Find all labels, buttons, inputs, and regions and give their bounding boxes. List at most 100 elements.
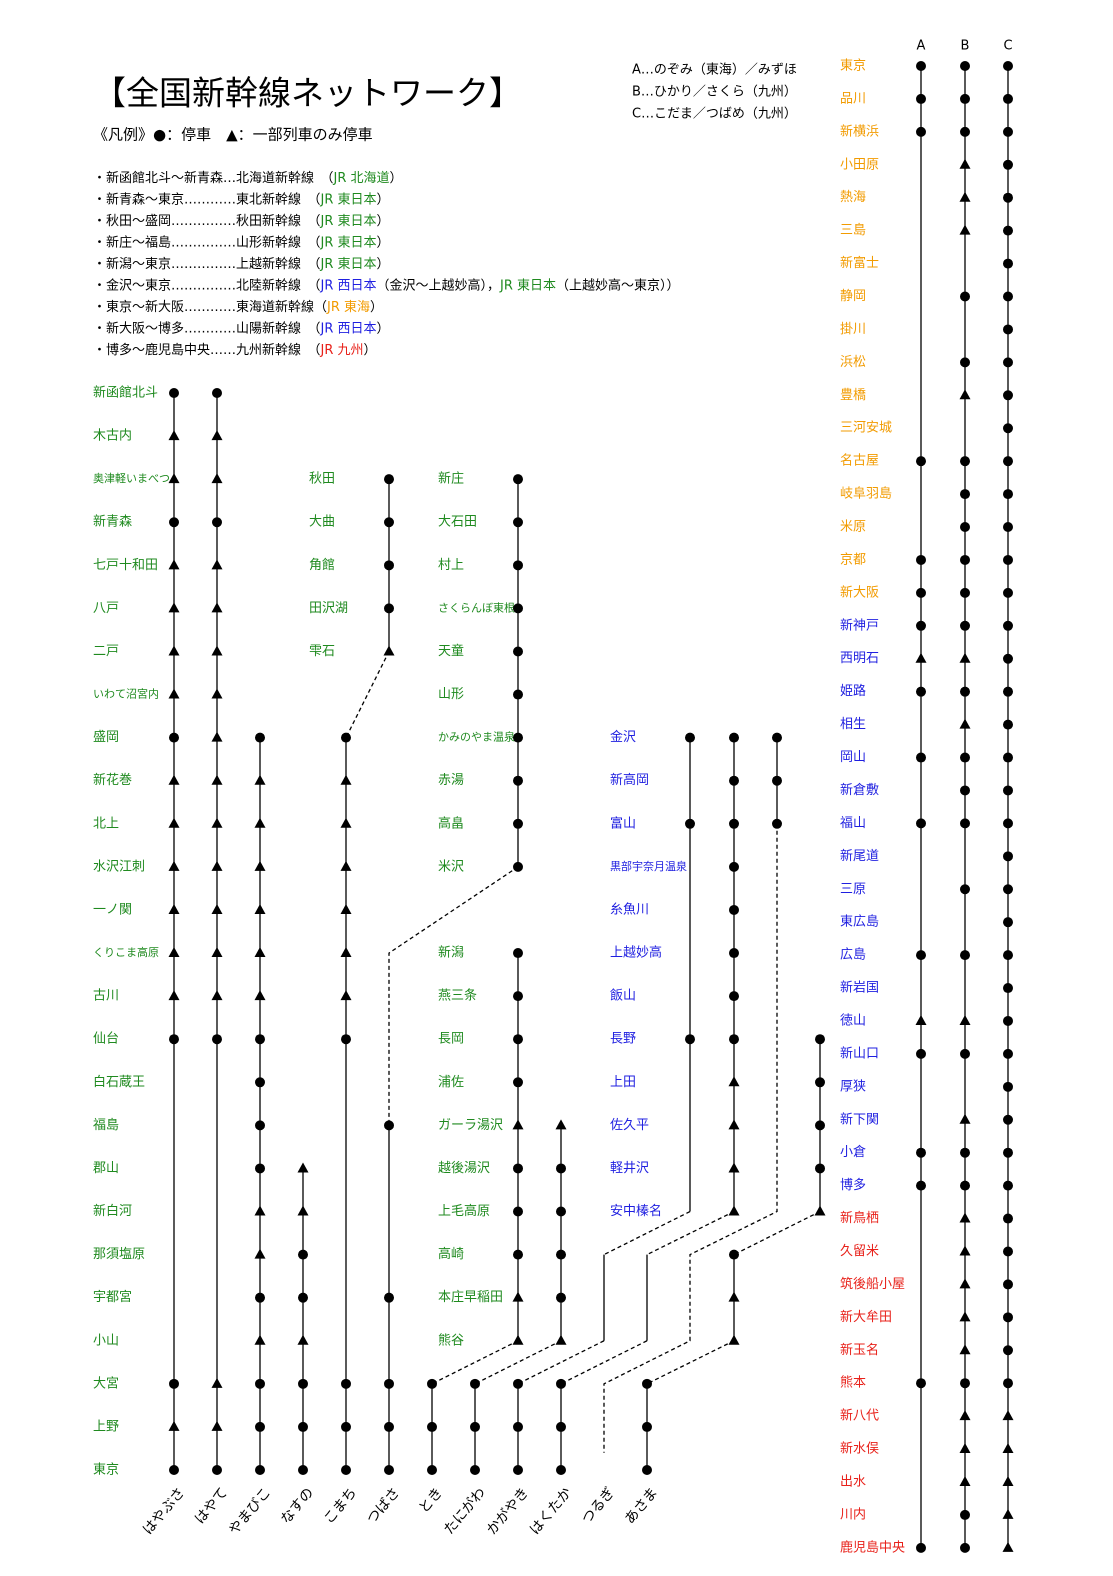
station-label: 福島: [93, 1118, 119, 1133]
stop-marker: [1003, 1048, 1013, 1059]
partial-stop-marker: [168, 990, 180, 1001]
stop-marker: [960, 1048, 970, 1059]
train-name: こまち: [321, 1485, 360, 1527]
station-label: 天童: [438, 643, 464, 659]
station-label: 田沢湖: [309, 601, 348, 616]
partial-stop-marker: [959, 1245, 971, 1256]
column-header: A: [917, 39, 926, 54]
partial-stop-marker: [728, 1119, 740, 1130]
partial-stop-marker: [297, 1205, 309, 1216]
station-label: 安中榛名: [610, 1203, 662, 1219]
partial-stop-marker: [168, 774, 180, 785]
stop-marker: [298, 1421, 308, 1432]
station-label: 新函館北斗: [93, 385, 158, 401]
stop-marker: [1003, 818, 1013, 829]
station-label: 白石蔵王: [93, 1074, 145, 1090]
partial-stop-marker: [728, 1162, 740, 1173]
stop-marker: [960, 620, 970, 631]
partial-stop-marker: [211, 430, 223, 441]
line-item-part: ・秋田〜盛岡……………秋田新幹線 （: [93, 213, 321, 229]
station-label: 新水俣: [840, 1441, 879, 1457]
stop-marker: [1003, 851, 1013, 862]
stop-marker: [169, 1378, 179, 1389]
stop-marker: [384, 1465, 394, 1475]
station-label: 一ノ関: [93, 902, 132, 917]
station-label: 新青森: [93, 514, 132, 530]
stop-marker: [513, 1249, 523, 1260]
stop-marker: [1003, 324, 1013, 335]
stop-marker: [960, 554, 970, 565]
partial-stop-marker: [254, 817, 266, 828]
station-label: 東京: [840, 58, 866, 74]
stop-marker: [1003, 423, 1013, 434]
station-label: 金沢: [610, 729, 636, 745]
train-route: [603, 823, 778, 1453]
station-label: 東京: [93, 1462, 119, 1478]
stop-marker: [255, 1421, 265, 1432]
stop-marker: [1003, 1312, 1013, 1323]
stop-marker: [556, 1292, 566, 1303]
stop-marker: [212, 1034, 222, 1045]
stop-marker: [916, 818, 926, 829]
stop-marker: [1003, 291, 1013, 302]
station-label: 岐阜羽島: [840, 486, 892, 502]
station-label: 盛岡: [93, 730, 119, 745]
partial-stop-marker: [254, 1248, 266, 1259]
stop-marker: [513, 474, 523, 485]
stop-marker: [1003, 752, 1013, 763]
stop-marker: [960, 126, 970, 137]
partial-stop-marker: [211, 731, 223, 742]
partial-stop-marker: [211, 559, 223, 570]
station-label: 長野: [610, 1032, 636, 1047]
stop-marker: [513, 948, 523, 959]
partial-stop-marker: [383, 645, 395, 656]
station-label: 宇都宮: [93, 1289, 132, 1305]
partial-stop-marker: [959, 1344, 971, 1355]
stop-marker: [1003, 1147, 1013, 1158]
train-name: とき: [416, 1485, 446, 1517]
partial-stop-marker: [340, 774, 352, 785]
train-name: やまびこ: [226, 1485, 274, 1538]
stop-marker: [960, 1509, 970, 1520]
stop-marker: [916, 950, 926, 961]
stop-marker: [1003, 1114, 1013, 1125]
partial-stop-marker: [1002, 1410, 1014, 1421]
stop-marker: [960, 1147, 970, 1158]
line-item: ・新庄〜福島……………山形新幹線 （JR 東日本）: [93, 234, 390, 250]
stop-marker: [513, 1465, 523, 1475]
stop-marker: [916, 587, 926, 598]
station-label: 上野: [93, 1419, 119, 1434]
partial-stop-marker: [211, 645, 223, 656]
train-route: [733, 1210, 821, 1256]
stop-marker: [513, 732, 523, 743]
line-item-part: ・新庄〜福島……………山形新幹線 （: [93, 234, 321, 250]
line-item-part: ・新青森〜東京…………東北新幹線 （: [93, 191, 321, 207]
partial-stop-marker: [728, 1334, 740, 1345]
partial-stop-marker: [728, 1076, 740, 1087]
station-label: 仙台: [93, 1032, 119, 1047]
stop-marker: [960, 1180, 970, 1191]
station-label: 熊本: [840, 1375, 866, 1391]
stop-marker: [1003, 1213, 1013, 1224]
partial-stop-marker: [512, 1291, 524, 1302]
partial-stop-marker: [168, 559, 180, 570]
stop-marker: [1003, 1015, 1013, 1026]
train-name: つばさ: [364, 1485, 403, 1527]
line-item: ・新潟〜東京……………上越新幹線 （JR 東日本）: [93, 256, 390, 272]
station-label: 厚狭: [840, 1079, 866, 1094]
stop-marker: [960, 884, 970, 895]
station-label: 筑後船小屋: [840, 1276, 905, 1292]
stop-marker: [916, 1048, 926, 1059]
stop-marker: [1003, 950, 1013, 961]
line-item-part: ）: [377, 257, 390, 272]
stop-marker: [916, 620, 926, 631]
partial-stop-marker: [915, 652, 927, 663]
station-label: 北上: [93, 816, 119, 831]
stop-marker: [916, 126, 926, 137]
station-label: 広島: [840, 948, 866, 963]
partial-stop-marker: [211, 1420, 223, 1431]
stop-marker: [1003, 258, 1013, 269]
partial-stop-marker: [959, 158, 971, 169]
stop-marker: [729, 948, 739, 959]
